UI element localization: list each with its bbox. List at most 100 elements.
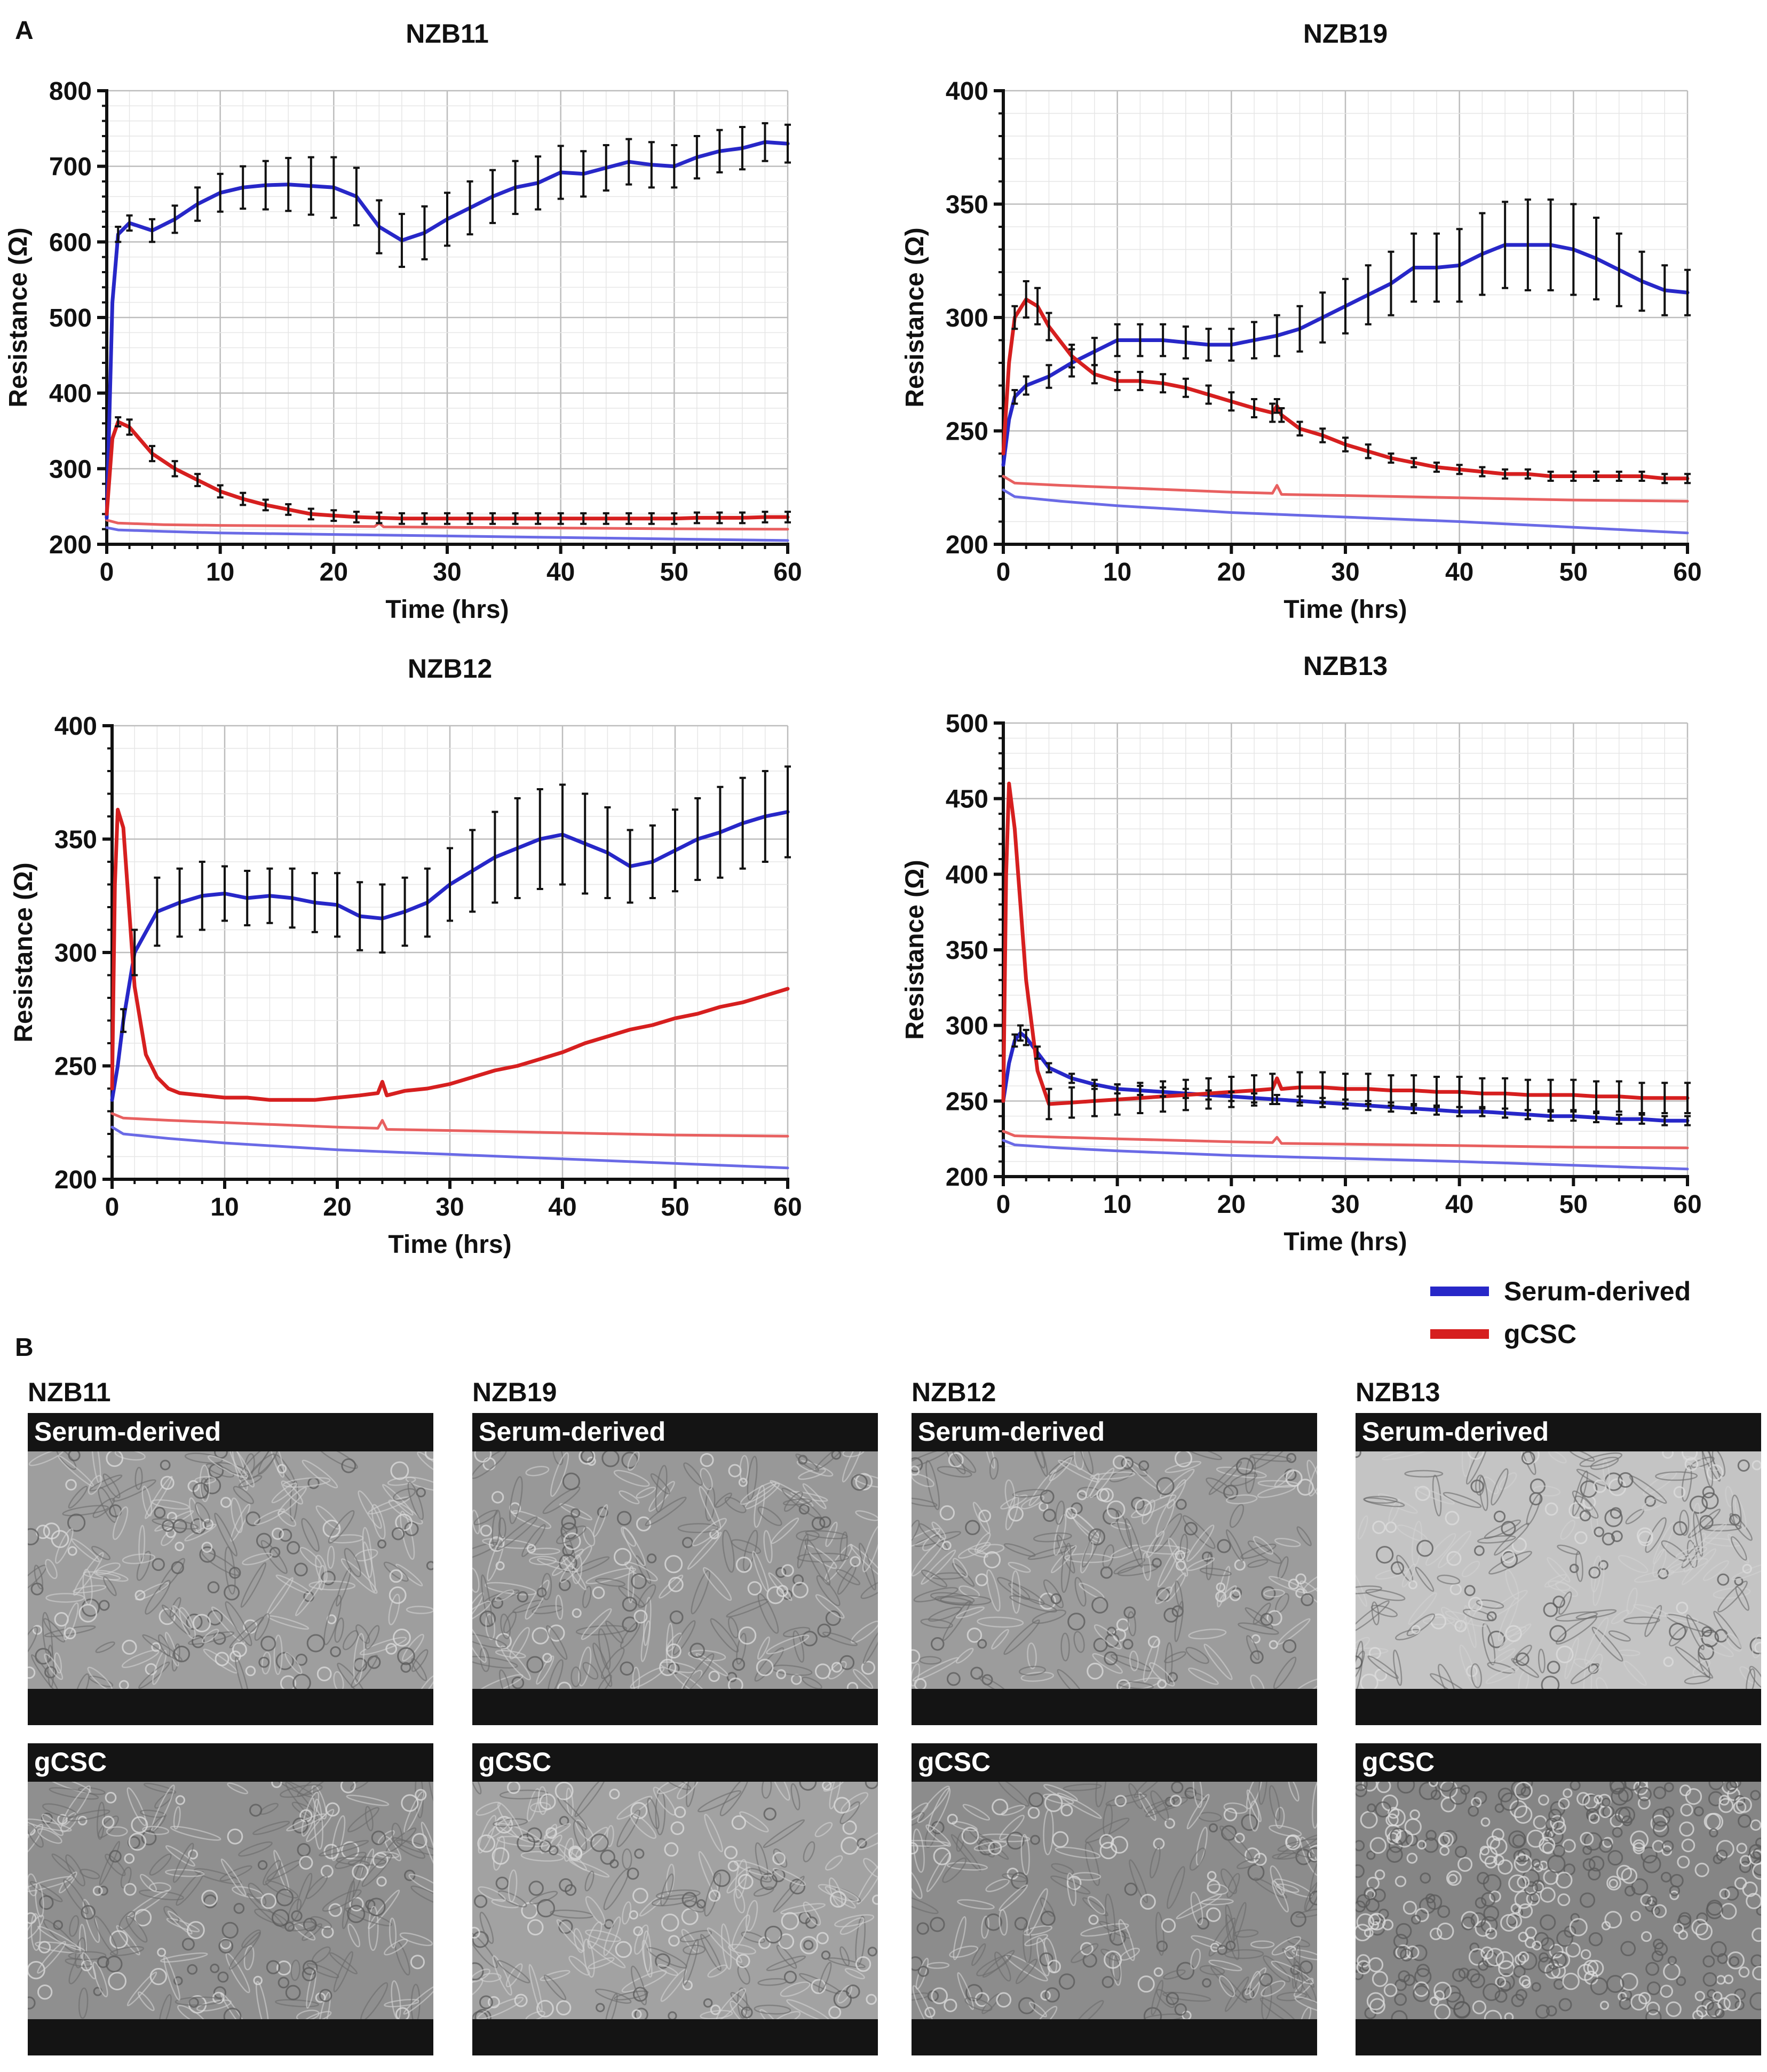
cell-shape <box>1250 1940 1275 1949</box>
cell-shape <box>511 1510 552 1529</box>
cell-shape <box>986 1569 1001 1612</box>
cell-shape <box>1122 1639 1134 1650</box>
cell-shape <box>1660 1871 1671 1883</box>
cell-shape <box>328 1534 364 1544</box>
cell-shape <box>1604 1911 1622 1929</box>
cell-shape <box>1171 1782 1184 1794</box>
cell-shape <box>1020 1495 1045 1510</box>
cell-shape <box>798 1504 810 1515</box>
cell-shape <box>950 1834 981 1872</box>
cell-shape <box>1066 1872 1077 1907</box>
cell-shape <box>994 1951 1011 1982</box>
cell-shape <box>1364 1496 1398 1504</box>
cell-shape <box>844 1968 865 1980</box>
cell-shape <box>1099 1841 1118 1860</box>
cell-shape <box>37 1828 62 1844</box>
cell-shape <box>983 1551 1001 1569</box>
cell-shape <box>65 1854 85 1887</box>
cell-shape <box>284 1652 303 1674</box>
cell-shape <box>1716 1849 1728 1861</box>
cell-shape <box>1429 1996 1439 2006</box>
cell-shape <box>1157 1546 1180 1587</box>
micrograph-band-top <box>472 1743 878 1782</box>
cell-shape <box>173 1806 181 1830</box>
cell-shape <box>823 1782 845 1792</box>
cell-shape <box>1733 1800 1747 1814</box>
cell-shape <box>188 1997 199 2008</box>
cell-shape <box>828 1661 847 1680</box>
cell-shape <box>1621 1868 1638 1884</box>
cell-shape <box>1701 1492 1719 1510</box>
cell-shape <box>1030 1835 1040 1845</box>
cell-shape <box>122 1639 137 1655</box>
cell-shape <box>1270 1865 1285 1896</box>
cell-shape <box>528 1964 543 2012</box>
micrograph-nzb12-gcsc: gCSC <box>912 1743 1317 2055</box>
cell-shape <box>1221 1868 1238 1894</box>
micrograph-texture <box>1356 1451 1761 1689</box>
cell-shape <box>1693 1512 1703 1557</box>
cell-shape <box>1440 1797 1456 1813</box>
cell-shape <box>106 1451 124 1467</box>
cell-shape <box>726 1672 738 1682</box>
cell-shape <box>1547 1854 1566 1873</box>
cell-shape <box>118 1910 136 1931</box>
cell-shape <box>920 1618 953 1629</box>
cell-shape <box>1669 1626 1688 1647</box>
cell-shape <box>825 1521 838 1547</box>
cell-shape <box>98 1487 117 1523</box>
cell-shape <box>1071 1943 1099 1964</box>
cell-shape <box>1702 1972 1717 1987</box>
cell-shape <box>1029 2001 1048 2018</box>
cell-shape <box>1686 1614 1705 1650</box>
micrograph-label: gCSC <box>479 1747 552 1777</box>
cell-shape <box>802 1483 827 1510</box>
cell-shape <box>274 1782 315 1798</box>
cell-shape <box>757 1593 779 1634</box>
y-tick-label: 300 <box>54 939 97 967</box>
cell-shape <box>609 1859 619 1869</box>
cell-shape <box>841 1837 859 1855</box>
cell-shape <box>376 1851 400 1859</box>
cell-shape <box>1023 1922 1032 1964</box>
cell-shape <box>1484 1519 1521 1539</box>
cell-shape <box>479 1610 496 1628</box>
cell-shape <box>89 1474 123 1492</box>
cell-shape <box>1727 1788 1740 1801</box>
cell-shape <box>1226 1494 1258 1505</box>
cell-shape <box>1555 1611 1598 1622</box>
cell-shape <box>243 1945 255 1971</box>
cell-shape <box>668 1935 680 1947</box>
cell-shape <box>213 1986 227 1999</box>
cell-shape <box>290 1959 300 1981</box>
cell-shape <box>1050 1875 1091 1895</box>
cell-shape <box>822 1631 858 1646</box>
x-tick-label: 60 <box>1673 1190 1701 1219</box>
cell-shape <box>403 1984 433 2015</box>
cell-shape <box>1058 1459 1099 1483</box>
cell-shape <box>1365 1589 1406 1601</box>
cell-shape <box>1425 1533 1456 1566</box>
cell-shape <box>955 1648 974 1664</box>
cell-shape <box>1544 1502 1558 1516</box>
cell-shape <box>126 1890 169 1918</box>
cell-shape <box>82 1899 100 1943</box>
cell-shape <box>306 1634 325 1653</box>
cell-shape <box>395 1513 413 1531</box>
cell-shape <box>1185 1647 1209 1664</box>
x-tick-label: 50 <box>660 558 688 586</box>
cell-shape <box>1552 1821 1566 1835</box>
cell-shape <box>276 1960 292 1976</box>
cell-shape <box>957 1972 974 2010</box>
micrograph-texture <box>28 1782 433 2019</box>
cell-shape <box>321 1926 334 1939</box>
cell-shape <box>1188 1629 1227 1640</box>
panel-label-a: A <box>15 17 34 45</box>
cell-shape <box>1367 1803 1376 1813</box>
cell-shape <box>1458 1967 1470 1979</box>
cell-shape <box>1386 1832 1399 1845</box>
cell-shape <box>912 1956 923 1971</box>
cell-shape <box>240 1562 267 1608</box>
cell-shape <box>68 1951 107 1960</box>
cell-shape <box>1437 1574 1461 1585</box>
